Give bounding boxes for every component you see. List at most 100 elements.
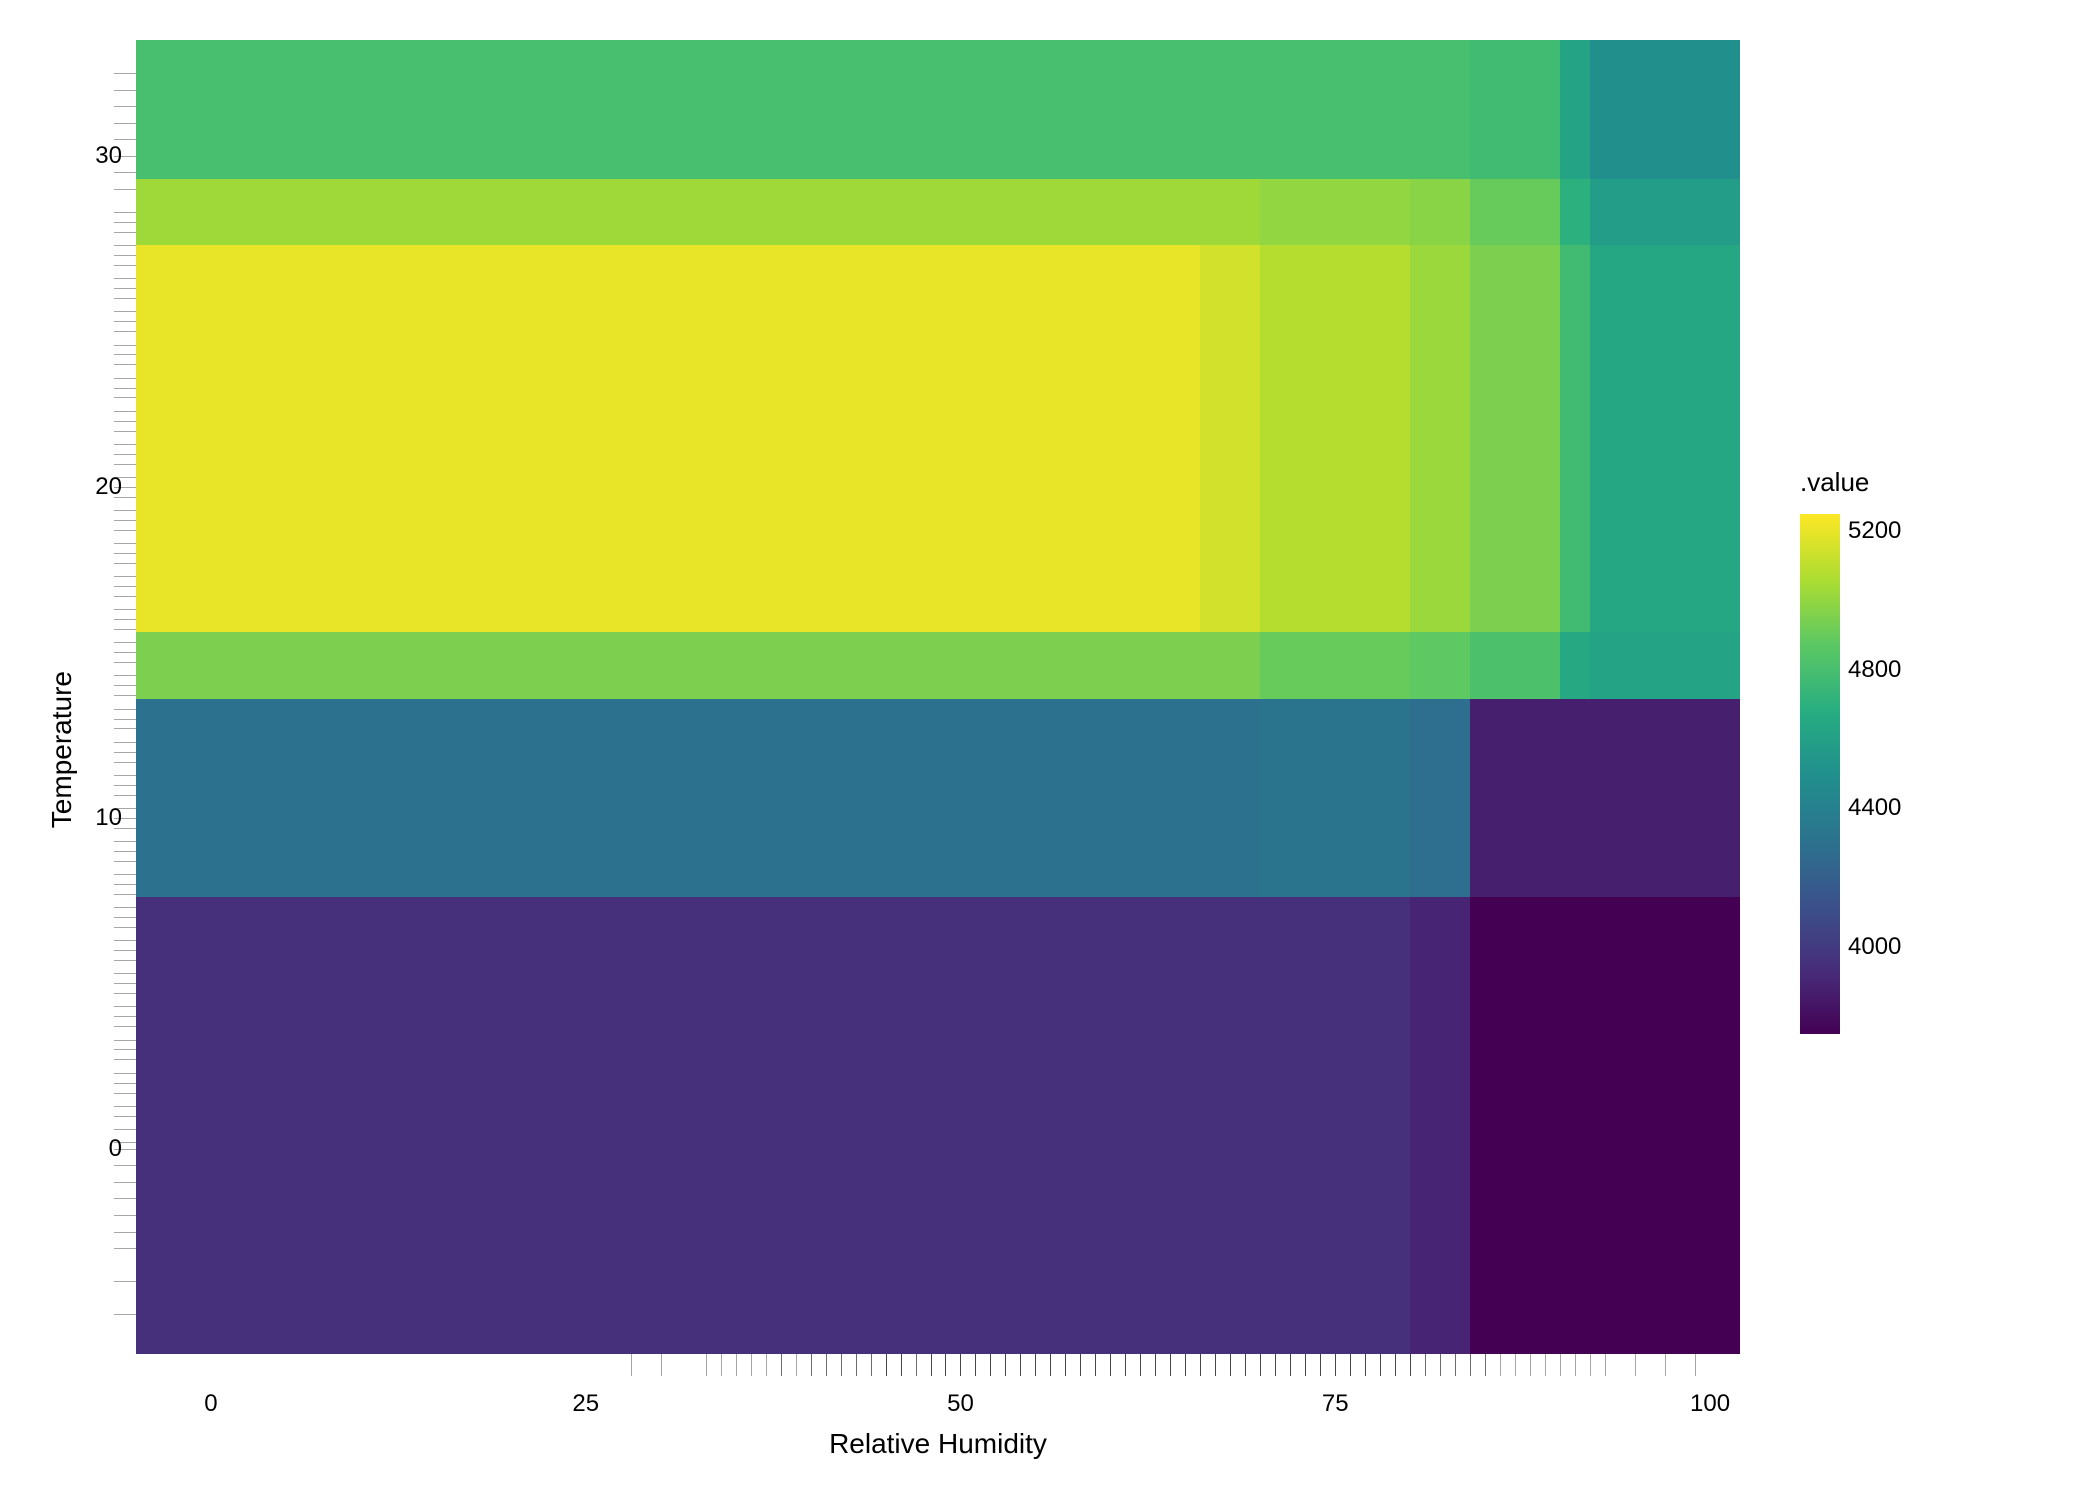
rug-y-tick: [114, 543, 136, 544]
rug-x-tick: [661, 1354, 662, 1376]
rug-y-tick: [114, 629, 136, 630]
rug-y-tick: [114, 454, 136, 455]
rug-y-tick: [114, 553, 136, 554]
legend-tick-mark: [1792, 807, 1800, 809]
rug-y-tick: [114, 960, 136, 961]
x-tick-label: 75: [1322, 1390, 1349, 1418]
rug-x-tick: [1095, 1354, 1096, 1376]
heatmap-cell: [1590, 699, 1740, 769]
rug-x-tick: [886, 1354, 887, 1376]
rug-x-tick: [1515, 1354, 1516, 1376]
rug-y-tick: [114, 311, 136, 312]
heatmap-cell: [1470, 768, 1560, 897]
heatmap-cell: [1590, 245, 1740, 632]
y-tick-label: 30: [95, 142, 136, 170]
rug-x-tick: [1455, 1354, 1456, 1376]
rug-x: [136, 1354, 1740, 1376]
heatmap-cell: [136, 40, 1200, 179]
rug-y-tick: [114, 662, 136, 663]
rug-y-tick: [114, 431, 136, 432]
heatmap-cell: [1590, 179, 1740, 245]
legend-bar-wrap: 4000440048005200: [1800, 514, 2040, 1034]
heatmap-cell: [1590, 768, 1740, 897]
rug-x-tick: [736, 1354, 737, 1376]
x-axis-ticks: 0255075100: [136, 1384, 1740, 1424]
rug-x-tick: [841, 1354, 842, 1376]
heatmap-cell: [1590, 40, 1740, 179]
rug-y-tick: [114, 795, 136, 796]
rug-y-tick: [114, 1040, 136, 1041]
rug-y-tick: [114, 189, 136, 190]
rug-x-tick: [1125, 1354, 1126, 1376]
heatmap-cell: [1260, 179, 1410, 245]
rug-y-tick: [114, 752, 136, 753]
rug-y-tick: [114, 397, 136, 398]
rug-y-tick: [114, 321, 136, 322]
rug-x-tick: [1500, 1354, 1501, 1376]
rug-y-tick: [114, 762, 136, 763]
heatmap-cell: [1470, 40, 1560, 179]
heatmap-cell: [1410, 179, 1470, 245]
rug-y-tick: [114, 1165, 136, 1166]
y-axis-title: Temperature: [40, 671, 84, 828]
rug-x-tick: [916, 1354, 917, 1376]
heatmap-cell: [1410, 957, 1470, 1354]
heatmap-cell: [1560, 957, 1590, 1354]
rug-x-tick: [856, 1354, 857, 1376]
heatmap-cell: [1200, 40, 1260, 179]
rug-y-tick: [114, 123, 136, 124]
heatmap-cell: [1200, 699, 1260, 769]
legend-tick-label: 4000: [1848, 933, 1901, 961]
rug-y-tick: [114, 1281, 136, 1282]
rug-x-tick: [1320, 1354, 1321, 1376]
rug-y-tick: [114, 288, 136, 289]
rug-y-tick: [114, 232, 136, 233]
heatmap-cell: [1260, 632, 1410, 698]
chart-container: Temperature 0102030 0255075100 Relative …: [0, 0, 2100, 1500]
heatmap-cell: [1200, 179, 1260, 245]
rug-x-tick: [1395, 1354, 1396, 1376]
rug-y-tick: [114, 609, 136, 610]
rug-y-tick: [114, 841, 136, 842]
rug-x-tick: [1575, 1354, 1576, 1376]
heatmap-cell: [1560, 40, 1590, 179]
rug-y-tick: [114, 1129, 136, 1130]
heatmap-cell: [1590, 632, 1740, 698]
heatmap-cell: [136, 632, 1200, 698]
x-tick-label: 25: [572, 1390, 599, 1418]
heatmap-cell: [1560, 245, 1590, 632]
rug-x-tick: [1605, 1354, 1606, 1376]
heatmap-cell: [1410, 699, 1470, 769]
heatmap-cell: [1200, 768, 1260, 897]
heatmap-cell: [1200, 632, 1260, 698]
rug-y-tick: [114, 411, 136, 412]
rug-x-tick: [1305, 1354, 1306, 1376]
heatmap-cell: [1410, 632, 1470, 698]
rug-x-tick: [871, 1354, 872, 1376]
rug-y-tick: [114, 265, 136, 266]
x-tick-label: 100: [1690, 1390, 1730, 1418]
rug-y-tick: [114, 222, 136, 223]
rug-y-tick: [114, 345, 136, 346]
rug-y-tick: [114, 1073, 136, 1074]
rug-y-tick: [114, 278, 136, 279]
rug-x-tick: [1065, 1354, 1066, 1376]
rug-y-tick: [114, 1215, 136, 1216]
heatmap-cell: [1560, 768, 1590, 897]
rug-y-tick: [114, 1083, 136, 1084]
rug-y-tick: [114, 652, 136, 653]
rug-x-tick: [1200, 1354, 1201, 1376]
rug-x-tick: [781, 1354, 782, 1376]
rug-y-tick: [114, 1059, 136, 1060]
heatmap-cell: [1560, 897, 1590, 957]
rug-y-tick: [114, 1049, 136, 1050]
legend-title: .value: [1800, 467, 2040, 498]
heatmap-cell: [1470, 179, 1560, 245]
rug-x-tick: [721, 1354, 722, 1376]
rug-x-tick: [1185, 1354, 1186, 1376]
rug-y-tick: [114, 709, 136, 710]
rug-x-tick: [960, 1354, 961, 1376]
rug-y-tick: [114, 106, 136, 107]
heatmap-cell: [1200, 897, 1260, 957]
rug-x-tick: [1590, 1354, 1591, 1376]
